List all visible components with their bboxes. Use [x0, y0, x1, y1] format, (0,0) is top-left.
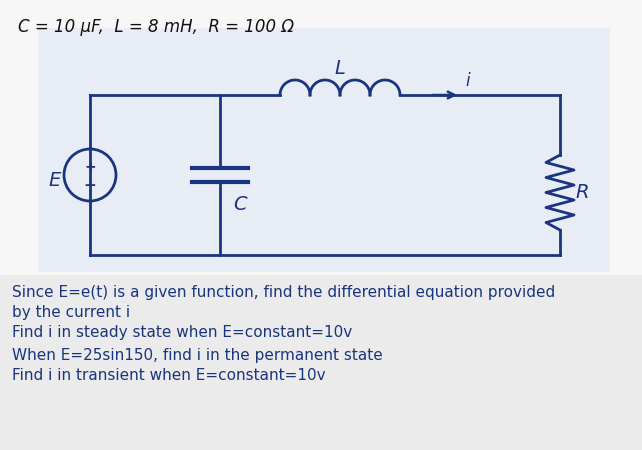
Text: When E=25sin150, find i in the permanent state: When E=25sin150, find i in the permanent…: [12, 348, 383, 363]
FancyBboxPatch shape: [0, 275, 642, 450]
Text: Find i in steady state when E=constant=10v: Find i in steady state when E=constant=1…: [12, 325, 352, 340]
Text: by the current i: by the current i: [12, 305, 130, 320]
Text: Since E=e(t) is a given function, find the differential equation provided: Since E=e(t) is a given function, find t…: [12, 285, 555, 300]
Text: C: C: [233, 195, 247, 215]
Text: R: R: [575, 183, 589, 202]
Text: Find i in transient when E=constant=10v: Find i in transient when E=constant=10v: [12, 368, 325, 383]
Text: i: i: [465, 72, 470, 90]
Text: E: E: [49, 171, 61, 189]
Text: L: L: [334, 58, 345, 77]
Text: C = 10 μF,  L = 8 mH,  R = 100 Ω: C = 10 μF, L = 8 mH, R = 100 Ω: [18, 18, 294, 36]
Text: −: −: [83, 177, 96, 193]
Text: +: +: [84, 160, 96, 174]
FancyBboxPatch shape: [38, 28, 610, 272]
